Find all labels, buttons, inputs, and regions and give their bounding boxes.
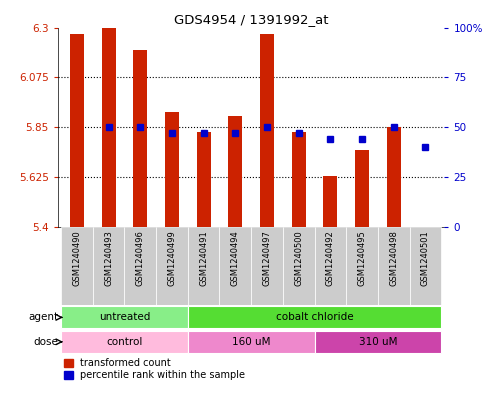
Text: GSM1240490: GSM1240490 <box>72 230 82 285</box>
Bar <box>61 331 188 353</box>
Text: GSM1240499: GSM1240499 <box>168 230 176 285</box>
Bar <box>61 307 188 329</box>
Bar <box>228 116 242 228</box>
Bar <box>156 228 188 305</box>
Text: GSM1240494: GSM1240494 <box>231 230 240 285</box>
Bar <box>323 176 338 228</box>
Text: 160 uM: 160 uM <box>232 337 270 347</box>
Bar <box>283 228 314 305</box>
Bar <box>61 228 93 305</box>
Text: GSM1240501: GSM1240501 <box>421 230 430 285</box>
Bar <box>378 228 410 305</box>
Text: GSM1240495: GSM1240495 <box>357 230 367 285</box>
Text: GSM1240498: GSM1240498 <box>389 230 398 286</box>
Text: GSM1240492: GSM1240492 <box>326 230 335 285</box>
Bar <box>314 331 441 353</box>
Bar <box>346 228 378 305</box>
Bar <box>219 228 251 305</box>
Bar <box>188 228 219 305</box>
Bar <box>197 132 211 228</box>
Bar <box>386 127 401 228</box>
Bar <box>410 228 441 305</box>
Bar <box>101 28 116 228</box>
Text: cobalt chloride: cobalt chloride <box>276 312 354 322</box>
Text: control: control <box>106 337 142 347</box>
Text: untreated: untreated <box>99 312 150 322</box>
Bar <box>260 34 274 228</box>
Text: GSM1240496: GSM1240496 <box>136 230 145 286</box>
Bar <box>133 50 147 228</box>
Text: 310 uM: 310 uM <box>358 337 397 347</box>
Title: GDS4954 / 1391992_at: GDS4954 / 1391992_at <box>174 13 328 26</box>
Bar <box>251 228 283 305</box>
Legend: transformed count, percentile rank within the sample: transformed count, percentile rank withi… <box>63 357 246 381</box>
Text: GSM1240497: GSM1240497 <box>262 230 271 286</box>
Text: GSM1240500: GSM1240500 <box>294 230 303 285</box>
Bar <box>93 228 125 305</box>
Bar <box>188 331 314 353</box>
Bar <box>355 150 369 228</box>
Bar <box>70 34 84 228</box>
Text: GSM1240491: GSM1240491 <box>199 230 208 285</box>
Bar <box>292 132 306 228</box>
Bar <box>314 228 346 305</box>
Text: GSM1240493: GSM1240493 <box>104 230 113 286</box>
Bar <box>188 307 441 329</box>
Bar <box>165 112 179 228</box>
Text: dose: dose <box>34 337 58 347</box>
Bar <box>125 228 156 305</box>
Text: agent: agent <box>28 312 58 322</box>
